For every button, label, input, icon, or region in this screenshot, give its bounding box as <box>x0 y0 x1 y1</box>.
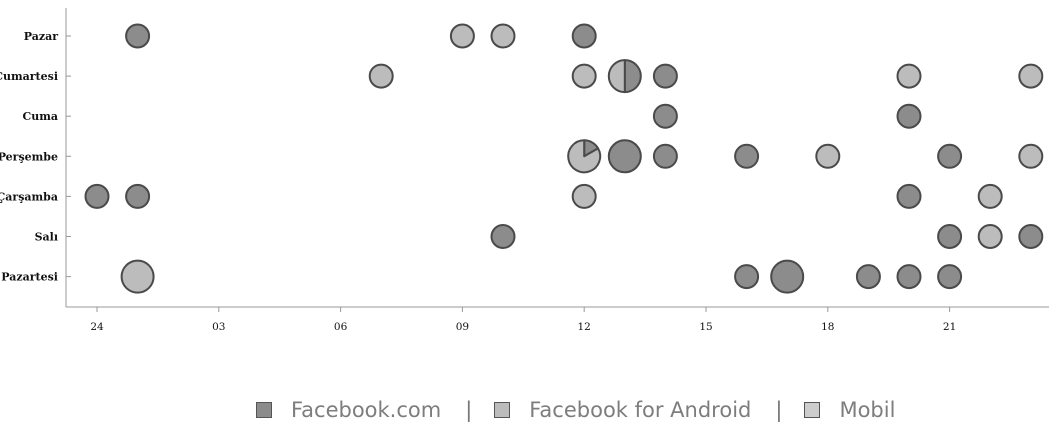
y-tick-label: Çarşamba <box>0 190 58 203</box>
bubble-facebook-com <box>734 264 760 290</box>
bubble-facebook-for-android <box>368 63 394 89</box>
bubble-facebook-com <box>490 224 516 249</box>
bubble-facebook-for-android <box>571 63 597 89</box>
bubble-facebook-for-android <box>977 224 1003 249</box>
bubble-facebook-com <box>734 143 760 169</box>
bubble-facebook-for-android <box>977 183 1003 209</box>
y-tick-label: Perşembe <box>0 150 58 163</box>
bubble-facebook-for-android <box>1018 143 1044 169</box>
x-tick-label: 09 <box>456 321 469 333</box>
legend-separator: | <box>775 398 783 422</box>
legend-item-facebook-for-android[interactable]: Facebook for Android <box>494 398 751 422</box>
bubble-facebook-com <box>937 143 963 169</box>
punchcard-chart: Pazar Cumartesi Cuma Perşembe Çarşamba Salı Pa… <box>0 8 1049 333</box>
bubble-facebook-com <box>896 103 922 129</box>
legend-item-facebook-com[interactable]: Facebook.com <box>256 398 441 422</box>
pie-slice <box>567 139 602 174</box>
legend-label-facebook-com: Facebook.com <box>291 398 442 422</box>
bubble-facebook-for-android <box>1018 63 1044 89</box>
bubble-facebook-com <box>896 183 922 209</box>
y-tick-label: Pazar <box>24 30 58 43</box>
y-tick-label: Salı <box>35 231 58 244</box>
chart-legend: Facebook.com | Facebook for Android | Mo… <box>256 390 895 430</box>
x-tick-label: 03 <box>212 321 225 333</box>
bubble-facebook-com <box>652 143 678 169</box>
bubble-facebook-com <box>571 23 597 49</box>
y-tick-label: Cumartesi <box>0 70 58 83</box>
legend-label-mobil: Mobil <box>839 398 896 422</box>
x-tick-label: 15 <box>699 321 712 333</box>
legend-swatch-facebook-for-android <box>494 402 511 418</box>
pie-slice <box>623 59 642 94</box>
bubble-facebook-for-android <box>815 143 841 169</box>
legend-swatch-facebook-com <box>256 402 272 418</box>
y-tick-label: Cuma <box>22 110 58 123</box>
bubble-facebook-com <box>855 264 881 290</box>
x-tick-label: 06 <box>334 321 348 333</box>
bubble-facebook-com <box>770 259 805 294</box>
legend-item-mobil[interactable]: Mobil <box>804 398 895 422</box>
bubble-facebook-for-android <box>490 23 516 49</box>
y-tick-label: Pazartesi <box>1 271 58 284</box>
pie-slice <box>607 59 626 94</box>
bubble-facebook-com <box>937 264 963 290</box>
bubble-facebook-com <box>652 63 678 89</box>
x-tick-label: 24 <box>90 321 104 333</box>
bubble-facebook-com <box>652 103 678 129</box>
bubble-facebook-com <box>84 183 110 209</box>
bubble-facebook-com <box>607 139 642 174</box>
bubble-facebook-com <box>125 183 151 209</box>
bubble-facebook-com <box>896 264 922 290</box>
bubble-facebook-for-android <box>571 183 597 209</box>
bubble-facebook-for-android <box>449 23 475 49</box>
legend-label-facebook-for-android: Facebook for Android <box>529 398 752 422</box>
bubble-facebook-com <box>1018 224 1044 249</box>
x-tick-label: 18 <box>821 321 834 333</box>
x-tick-label: 12 <box>578 321 591 333</box>
bubble-facebook-com <box>125 23 151 49</box>
legend-separator: | <box>465 398 473 422</box>
legend-swatch-mobil <box>804 402 821 418</box>
bubble-facebook-com <box>937 224 963 249</box>
bubble-facebook-for-android <box>896 63 922 89</box>
x-tick-label: 21 <box>943 321 956 333</box>
bubble-facebook-for-android <box>120 259 155 294</box>
